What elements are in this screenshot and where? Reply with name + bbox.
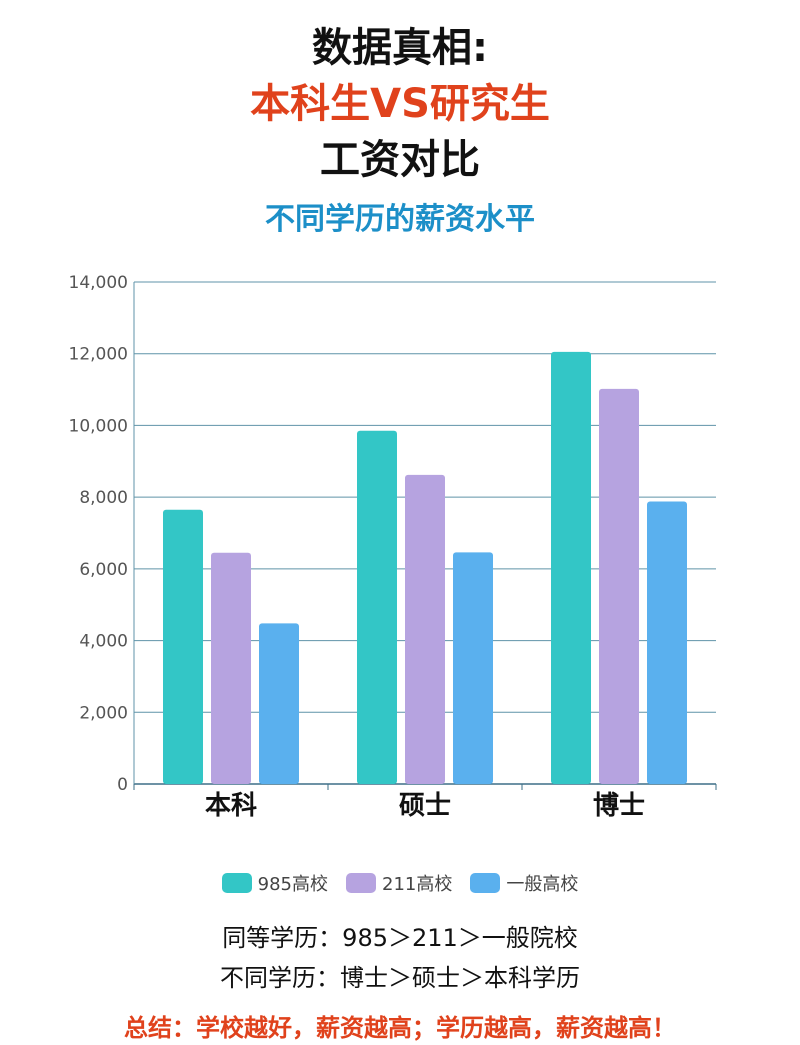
bar [357, 430, 397, 784]
legend-item: 一般高校 [470, 870, 578, 896]
y-tick-label: 2,000 [79, 703, 128, 723]
x-tick-label: 硕士 [399, 791, 451, 820]
summary-text: 总结：学校越好，薪资越高；学历越高，薪资越高！ [124, 1014, 676, 1042]
chart-title: 不同学历的薪资水平 [265, 202, 535, 237]
y-tick-label: 0 [117, 775, 128, 795]
y-tick-label: 8,000 [79, 488, 128, 508]
bar [259, 623, 299, 784]
page-title-line3: 工资对比 [320, 137, 480, 183]
bar [551, 351, 591, 784]
bar [599, 388, 639, 784]
page-title-line2: 本科生VS研究生 [250, 81, 550, 127]
x-tick-label: 博士 [593, 791, 645, 820]
bar [163, 509, 203, 784]
bar [453, 552, 493, 784]
bar [647, 501, 687, 784]
y-tick-label: 14,000 [69, 273, 128, 293]
y-tick-label: 4,000 [79, 632, 128, 652]
legend-swatch [346, 873, 376, 893]
bar [211, 552, 251, 784]
page-title-line1: 数据真相: [312, 25, 488, 71]
y-tick-label: 10,000 [69, 416, 128, 436]
legend-label: 一般高校 [506, 874, 579, 895]
y-tick-label: 6,000 [79, 560, 128, 580]
legend-swatch [221, 873, 252, 893]
chart-legend: 985高校 211高校 一般高校 [0, 870, 800, 896]
note-same-degree: 同等学历：985＞211＞一般院校 [222, 924, 578, 952]
legend-label: 211高校 [382, 874, 453, 895]
x-tick-label: 本科 [205, 791, 257, 820]
bar [405, 474, 445, 784]
legend-swatch [470, 873, 501, 893]
note-different-degree: 不同学历：博士＞硕士＞本科学历 [220, 964, 580, 992]
bar-chart: 0 2,000 4,000 6,000 8,000 10,000 12,000 14,000 本… [69, 273, 717, 820]
y-tick-label: 12,000 [69, 345, 128, 365]
legend-label: 985高校 [257, 874, 328, 895]
legend-item: 985高校 [221, 870, 328, 896]
legend-item: 211高校 [346, 870, 452, 896]
